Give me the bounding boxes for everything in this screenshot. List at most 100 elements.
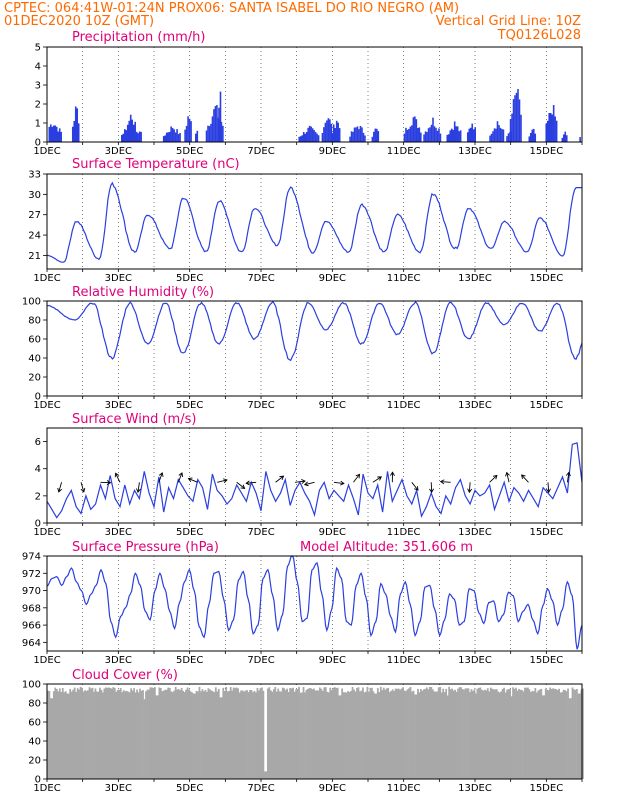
- x-tick-label: 5DEC: [176, 527, 203, 538]
- cloud-bar: [342, 692, 345, 779]
- cloud-bar: [296, 689, 299, 779]
- precip-bar: [565, 135, 568, 142]
- x-tick-label: 11DEC: [387, 655, 421, 666]
- wind-arrow-head: [57, 487, 63, 493]
- cloud-bar: [454, 689, 456, 779]
- cloud-bar: [580, 689, 583, 779]
- cloud-bar: [226, 691, 229, 779]
- cloud-bar: [357, 687, 360, 779]
- precip-bar: [356, 126, 359, 142]
- cloud-bar: [174, 686, 177, 779]
- cloud-bar: [107, 687, 110, 779]
- cloud-bar: [446, 695, 449, 779]
- wind-arrow: [440, 481, 451, 483]
- precip-bar: [424, 131, 427, 142]
- precip-bar: [338, 128, 341, 142]
- cloud-bar: [82, 691, 85, 779]
- precip-bar: [177, 134, 180, 142]
- x-tick-label: 3DEC: [105, 146, 132, 157]
- cloud-bar: [402, 687, 404, 779]
- cloud-bar: [48, 691, 51, 779]
- humidity-title: Relative Humidity (%): [72, 285, 214, 300]
- precip-bar: [299, 136, 302, 142]
- cloud-bar: [271, 691, 274, 779]
- cloud-bar: [113, 687, 116, 779]
- cloud-bar: [274, 686, 277, 779]
- cloud-bar: [73, 687, 76, 779]
- cloud-bar: [405, 690, 407, 779]
- cloud-bar: [311, 689, 314, 779]
- y-tick-label: 970: [22, 586, 41, 597]
- precip-bar: [496, 121, 499, 142]
- x-tick-label: 13DEC: [458, 273, 492, 284]
- y-tick-label: 30: [28, 190, 41, 201]
- x-tick-label: 5DEC: [176, 655, 203, 666]
- precip-bar: [499, 127, 502, 142]
- cloud-bar: [510, 696, 513, 779]
- precip-bar: [335, 120, 338, 142]
- precip-bar: [452, 129, 455, 142]
- precip-bar: [520, 114, 522, 142]
- humidity-line: [46, 300, 583, 362]
- y-tick-label: 100: [22, 297, 41, 308]
- precip-bar: [138, 131, 141, 142]
- cloud-bar: [365, 691, 367, 779]
- cloud-bar: [388, 692, 391, 779]
- x-tick-label: 7DEC: [247, 655, 274, 666]
- cloud-bar: [60, 692, 63, 779]
- precip-bar: [528, 136, 531, 142]
- wind-arrow-head: [187, 477, 193, 483]
- cloud-bar: [420, 688, 422, 779]
- cloud-bar: [298, 686, 300, 779]
- cloud-bar: [90, 688, 92, 779]
- cloud-bar: [470, 689, 473, 779]
- cloud-bar: [268, 687, 271, 779]
- cloud-bar: [579, 693, 581, 779]
- cloud-bar: [464, 688, 467, 779]
- precip-bar: [361, 127, 363, 142]
- cloud-bar: [439, 686, 442, 779]
- precip-bar: [427, 128, 430, 142]
- cloud-bar: [522, 691, 525, 779]
- cloud-bar: [51, 698, 54, 779]
- cloud-bar: [139, 688, 141, 779]
- cloud-bar: [130, 688, 133, 779]
- cloud-bar: [263, 771, 266, 779]
- y-tick-label: 2: [35, 100, 41, 111]
- cloud-bar: [247, 692, 250, 779]
- precip-bar: [171, 127, 174, 142]
- cloud-bar: [408, 688, 410, 779]
- cloud-bar: [326, 691, 329, 779]
- cloud-bar: [256, 687, 259, 779]
- precip-bar: [170, 126, 172, 142]
- precip-bar: [216, 105, 218, 142]
- cloud-bar: [472, 690, 474, 779]
- cloud-bar: [476, 688, 479, 779]
- precip-bar: [162, 136, 165, 142]
- cloud-bar: [112, 687, 115, 779]
- cloud-bar: [375, 693, 378, 779]
- wind-arrow-head: [439, 479, 445, 485]
- wind-arrow: [137, 482, 140, 493]
- x-tick-label: 9DEC: [319, 146, 346, 157]
- wind-arrow-head: [136, 488, 141, 494]
- cloud-bar: [332, 687, 335, 779]
- precip-bar: [122, 133, 125, 142]
- cloud-bar: [403, 690, 406, 779]
- precip-bar: [321, 133, 324, 142]
- x-tick-label: 15DEC: [529, 146, 563, 157]
- precip-bar: [77, 123, 80, 142]
- cloud-bar: [259, 688, 262, 779]
- cloud-bar: [449, 689, 452, 779]
- cloud-bar: [376, 688, 379, 779]
- cloud-bar: [281, 687, 284, 779]
- cloud-bar: [381, 690, 384, 779]
- cloud-bar: [110, 688, 113, 779]
- cloud-bar: [103, 688, 106, 779]
- cloud-bar: [207, 688, 210, 779]
- cloud-bar: [344, 692, 347, 779]
- cloud-bar: [313, 688, 315, 779]
- cloud-bar: [509, 688, 511, 779]
- precip-bar: [329, 119, 331, 142]
- cloud-bar: [582, 688, 584, 779]
